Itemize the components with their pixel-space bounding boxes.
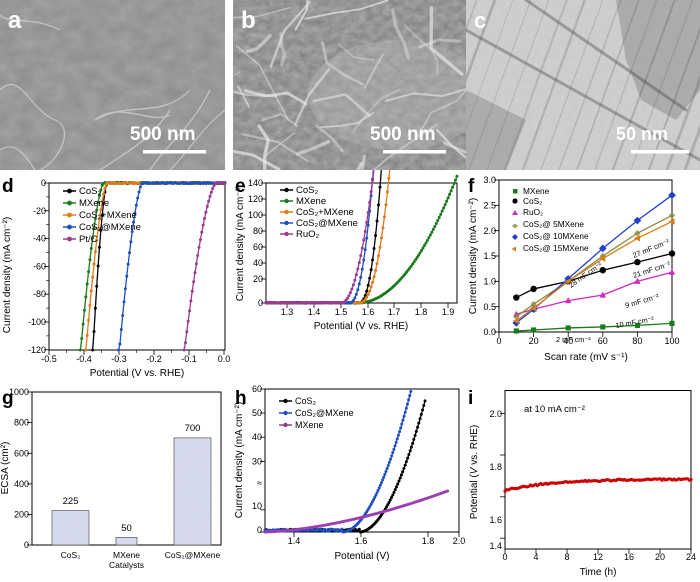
- svg-text:f: f: [468, 176, 475, 197]
- svg-text:1.3: 1.3: [281, 307, 294, 317]
- svg-text:CoS₂: CoS₂: [295, 396, 317, 406]
- svg-text:Potential (V vs. RHE): Potential (V vs. RHE): [469, 425, 480, 519]
- svg-text:1.9: 1.9: [442, 307, 455, 317]
- svg-text:-0.2: -0.2: [146, 354, 162, 364]
- svg-text:Potential (V): Potential (V): [334, 551, 389, 562]
- svg-text:CoS₂@MXene: CoS₂@MXene: [165, 550, 221, 560]
- svg-text:60: 60: [598, 336, 608, 346]
- svg-text:MXene: MXene: [113, 550, 140, 560]
- svg-text:CoS₂: CoS₂: [61, 550, 81, 560]
- svg-text:1.8: 1.8: [422, 536, 435, 546]
- svg-text:1.8: 1.8: [415, 307, 428, 317]
- svg-text:50: 50: [121, 523, 132, 534]
- svg-text:2.0: 2.0: [453, 536, 466, 546]
- svg-text:0: 0: [257, 525, 262, 535]
- svg-text:CoS₂@MXene: CoS₂@MXene: [79, 222, 141, 233]
- svg-text:1.4: 1.4: [308, 307, 321, 317]
- svg-text:0.0: 0.0: [218, 354, 231, 364]
- svg-text:100: 100: [664, 336, 679, 346]
- svg-text:140: 140: [248, 178, 263, 188]
- svg-text:at 10 mA cm⁻²: at 10 mA cm⁻²: [524, 404, 585, 415]
- svg-text:e: e: [235, 176, 246, 197]
- svg-text:Current density (mA cm⁻²): Current density (mA cm⁻²): [468, 198, 479, 314]
- svg-text:RuO₂: RuO₂: [296, 229, 320, 240]
- svg-text:80: 80: [632, 336, 642, 346]
- svg-text:225: 225: [63, 496, 79, 507]
- svg-text:-0.1: -0.1: [181, 354, 197, 364]
- svg-text:-100: -100: [28, 317, 46, 327]
- svg-text:Catalysts: Catalysts: [109, 560, 144, 570]
- svg-text:1.4: 1.4: [288, 536, 301, 546]
- svg-text:CoS₂@ 10MXene: CoS₂@ 10MXene: [523, 231, 589, 241]
- svg-text:CoS₂@MXene: CoS₂@MXene: [295, 408, 354, 418]
- svg-text:1.6: 1.6: [355, 536, 368, 546]
- svg-text:CoS₂@ 5MXene: CoS₂@ 5MXene: [523, 219, 584, 229]
- svg-text:MXene: MXene: [296, 196, 326, 207]
- svg-text:MXene: MXene: [523, 186, 550, 196]
- svg-text:1.6: 1.6: [489, 515, 502, 525]
- svg-text:CoS₂+MXene: CoS₂+MXene: [296, 207, 354, 218]
- svg-text:120: 120: [248, 194, 263, 204]
- svg-text:Current density (mA cm⁻²): Current density (mA cm⁻²): [234, 402, 245, 518]
- svg-text:Time (h): Time (h): [580, 567, 617, 578]
- svg-text:a: a: [8, 7, 22, 34]
- svg-text:1.8: 1.8: [489, 462, 502, 472]
- svg-text:50 nm: 50 nm: [616, 124, 668, 144]
- svg-text:Current density (mA cm⁻²): Current density (mA cm⁻²): [235, 185, 246, 301]
- svg-text:10: 10: [252, 501, 262, 511]
- svg-text:600: 600: [14, 448, 29, 458]
- svg-text:Pt/C: Pt/C: [79, 234, 98, 245]
- svg-text:0: 0: [496, 336, 501, 346]
- svg-text:CoS₂: CoS₂: [523, 196, 542, 206]
- svg-text:RuO₂: RuO₂: [523, 207, 543, 217]
- svg-text:1.6: 1.6: [362, 307, 375, 317]
- svg-text:Current density (mA cm⁻²): Current density (mA cm⁻²): [2, 217, 13, 333]
- svg-text:2 mF cm⁻²: 2 mF cm⁻²: [556, 335, 591, 344]
- svg-text:CoS₂: CoS₂: [79, 186, 101, 197]
- svg-text:CoS₂: CoS₂: [296, 185, 318, 196]
- svg-text:700: 700: [185, 423, 201, 434]
- svg-text:100: 100: [248, 210, 263, 220]
- svg-text:-0.4: -0.4: [76, 354, 92, 364]
- svg-text:500 nm: 500 nm: [130, 124, 195, 145]
- svg-text:400: 400: [14, 479, 29, 489]
- svg-text:500 nm: 500 nm: [370, 124, 435, 145]
- svg-text:CoS₂@ 15MXene: CoS₂@ 15MXene: [523, 243, 589, 253]
- svg-text:i: i: [468, 388, 473, 409]
- svg-text:c: c: [474, 8, 486, 33]
- svg-text:d: d: [2, 176, 14, 197]
- svg-text:800: 800: [14, 418, 29, 428]
- svg-text:27 mF cm⁻²: 27 mF cm⁻²: [631, 237, 671, 260]
- svg-text:20: 20: [529, 336, 539, 346]
- svg-text:Scan rate (mV s⁻¹): Scan rate (mV s⁻¹): [544, 352, 628, 363]
- svg-text:b: b: [241, 7, 256, 34]
- svg-text:Potential (V vs. RHE): Potential (V vs. RHE): [90, 368, 184, 379]
- svg-text:9 mF cm⁻²: 9 mF cm⁻²: [624, 292, 660, 310]
- svg-text:MXene: MXene: [295, 420, 324, 430]
- svg-text:g: g: [2, 388, 14, 409]
- svg-text:h: h: [235, 388, 247, 409]
- svg-text:MXene: MXene: [79, 198, 109, 209]
- svg-text:CoS₂+MXene: CoS₂+MXene: [79, 210, 137, 221]
- svg-text:1.5: 1.5: [335, 307, 348, 317]
- svg-text:Potential (V vs. RHE): Potential (V vs. RHE): [314, 321, 408, 332]
- svg-text:-0.5: -0.5: [41, 354, 57, 364]
- svg-text:CoS₂@MXene: CoS₂@MXene: [296, 218, 358, 229]
- svg-text:ECSA (cm²): ECSA (cm²): [0, 442, 11, 495]
- svg-text:1.7: 1.7: [388, 307, 401, 317]
- svg-text:1.4: 1.4: [489, 541, 502, 551]
- svg-text:200: 200: [14, 510, 29, 520]
- svg-text:-0.3: -0.3: [111, 354, 127, 364]
- svg-text:≈: ≈: [257, 478, 262, 488]
